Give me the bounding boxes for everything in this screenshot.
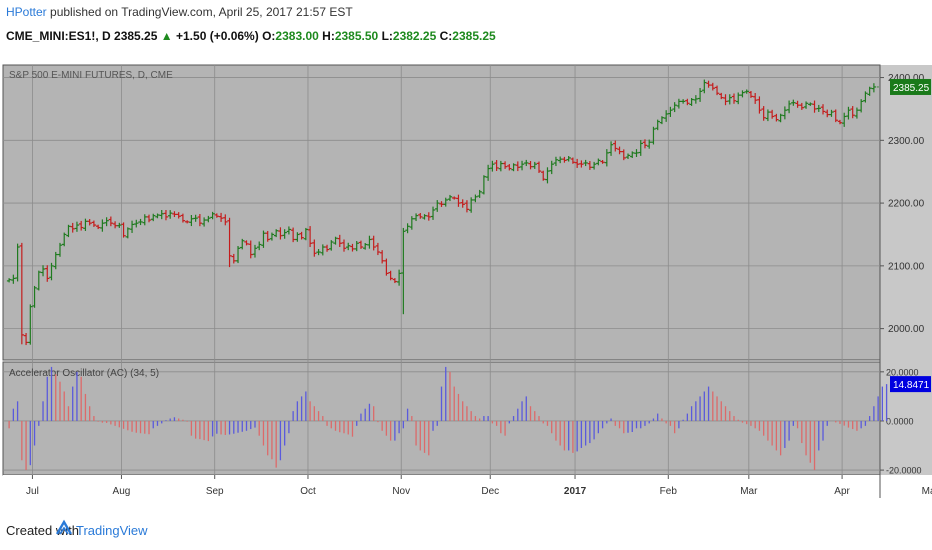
price-axis-label: 2200.00 xyxy=(888,199,925,210)
last-price-badge xyxy=(890,78,931,95)
change-up-arrow-icon: ▲ xyxy=(160,29,173,43)
publication-line: HPotter published on TradingView.com, Ap… xyxy=(6,5,353,19)
time-axis-label: Mar xyxy=(740,486,758,497)
close-value: 2385.25 xyxy=(452,29,496,43)
price-axis-label: 2100.00 xyxy=(888,261,925,272)
time-axis-label: Nov xyxy=(392,486,410,497)
price-pane-title: S&P 500 E-MINI FUTURES, D, CME xyxy=(9,70,173,81)
price-axis-label: 2300.00 xyxy=(888,136,925,147)
open-value: 2383.00 xyxy=(275,29,319,43)
oscillator-axis-label: 20.0000 xyxy=(886,367,919,377)
change-text: +1.50 (+0.06%) xyxy=(176,29,259,43)
last-price: 2385.25 xyxy=(114,29,158,43)
close-label: C: xyxy=(439,29,453,43)
chart-area[interactable]: 2000.00 2100.00 2200.00 2300.00 2400.00 -20.0… xyxy=(0,50,932,512)
time-axis-label: Jul xyxy=(26,486,39,497)
high-value: 2385.50 xyxy=(334,29,379,43)
oscillator-value-badge-label: 14.8471 xyxy=(893,380,930,391)
oscillator-axis-label: -20.0000 xyxy=(886,466,922,476)
low-value: 2382.25 xyxy=(392,29,437,43)
oscillator-axis-label: 0.0000 xyxy=(886,416,914,426)
time-axis-label: 2017 xyxy=(564,486,587,497)
time-scale-background xyxy=(3,475,932,498)
open-label: O: xyxy=(262,29,276,43)
time-axis-label: May xyxy=(922,486,932,497)
symbol-ohlc-legend: CME_MINI:ES1!, D 2385.25 ▲ +1.50 (+0.06%… xyxy=(6,29,496,43)
time-axis-label: Dec xyxy=(481,486,499,497)
oscillator-pane-title: Accelerator Oscillator (AC) (34, 5) xyxy=(9,368,159,379)
high-label: H: xyxy=(322,29,335,43)
price-axis-label: 2000.00 xyxy=(888,324,925,335)
price-pane-background xyxy=(2,64,881,361)
last-price-badge-label: 2385.25 xyxy=(893,83,930,94)
time-axis-label: Apr xyxy=(834,486,850,497)
price-scale-background xyxy=(880,65,932,475)
time-axis-label: Feb xyxy=(660,486,678,497)
low-label: L: xyxy=(381,29,393,43)
tradingview-logo-icon[interactable] xyxy=(56,519,72,539)
oscillator-value-badge xyxy=(890,376,931,393)
time-axis-label: Sep xyxy=(206,486,224,497)
chart-header: HPotter published on TradingView.com, Ap… xyxy=(0,0,932,50)
published-text: published on TradingView.com, April 25, … xyxy=(50,5,353,19)
tradingview-brand[interactable]: TradingView xyxy=(76,523,148,538)
price-axis-label: 2400.00 xyxy=(888,73,925,84)
symbol-label[interactable]: CME_MINI:ES1!, D xyxy=(6,29,111,43)
footer: Created with TradingView xyxy=(0,512,932,550)
time-axis-label: Aug xyxy=(113,486,131,497)
time-axis-label: Oct xyxy=(300,486,316,497)
author-link[interactable]: HPotter xyxy=(6,5,47,19)
